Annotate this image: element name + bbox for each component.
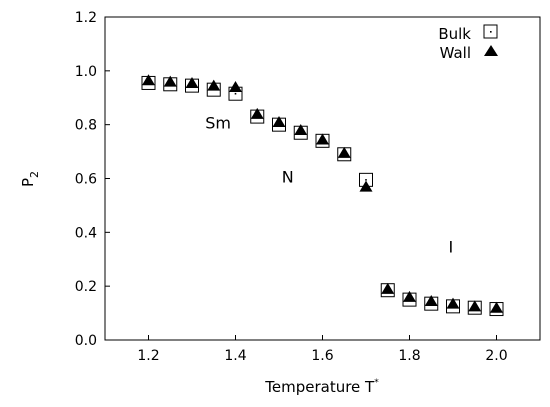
phase-label: I — [448, 238, 453, 257]
wall-point — [272, 115, 286, 127]
wall-point — [403, 290, 416, 302]
wall-point — [163, 75, 177, 87]
wall-point — [468, 300, 482, 312]
wall-point — [490, 301, 503, 313]
wall-point — [207, 79, 221, 91]
wall-point — [250, 107, 264, 119]
x-tick-label: 1.8 — [398, 348, 420, 364]
wall-point — [316, 133, 329, 145]
plot-frame — [104, 16, 541, 341]
wall-point — [294, 124, 308, 136]
wall-point — [446, 297, 460, 309]
wall-point — [424, 294, 438, 306]
y-tick-label: 1.0 — [75, 64, 97, 80]
phase-annotations: Sm N I — [205, 114, 453, 257]
legend-label-wall: Wall — [440, 44, 471, 62]
phase-label: N — [282, 168, 294, 187]
legend-marker-bulk — [483, 24, 498, 39]
y-tick-label: 0.0 — [75, 333, 97, 349]
x-tick-label: 1.2 — [137, 348, 159, 364]
x-tick-label: 1.4 — [224, 348, 246, 364]
y-tick-label: 0.8 — [75, 118, 97, 134]
x-axis-title-superscript: * — [374, 378, 379, 388]
wall-point — [142, 74, 155, 86]
bulk-series — [141, 75, 504, 317]
wall-point — [337, 146, 351, 158]
legend-label-bulk: Bulk — [438, 25, 471, 43]
y-tick-label: 0.4 — [75, 225, 97, 241]
x-tick-label: 1.6 — [311, 348, 333, 364]
y-axis: 0.0 0.2 0.4 0.6 0.8 1.0 1.2 — [75, 10, 110, 349]
wall-point — [381, 282, 395, 294]
y-tick-label: 0.6 — [75, 172, 97, 188]
legend: Bulk Wall — [438, 24, 498, 62]
wall-point — [229, 80, 242, 92]
y-tick-label: 1.2 — [75, 10, 97, 26]
phase-label: Sm — [205, 114, 231, 133]
x-axis-title: Temperature T* — [264, 378, 379, 396]
y-axis-title: P2 — [19, 171, 41, 187]
x-tick-label: 2.0 — [485, 348, 507, 364]
y-tick-label: 0.2 — [75, 279, 97, 295]
wall-series — [142, 74, 503, 313]
legend-marker-wall — [484, 45, 498, 56]
x-axis: 1.2 1.4 1.6 1.8 2.0 — [137, 335, 508, 364]
wall-point — [359, 180, 373, 192]
y-axis-title-subscript: 2 — [28, 171, 41, 178]
wall-point — [185, 76, 199, 88]
